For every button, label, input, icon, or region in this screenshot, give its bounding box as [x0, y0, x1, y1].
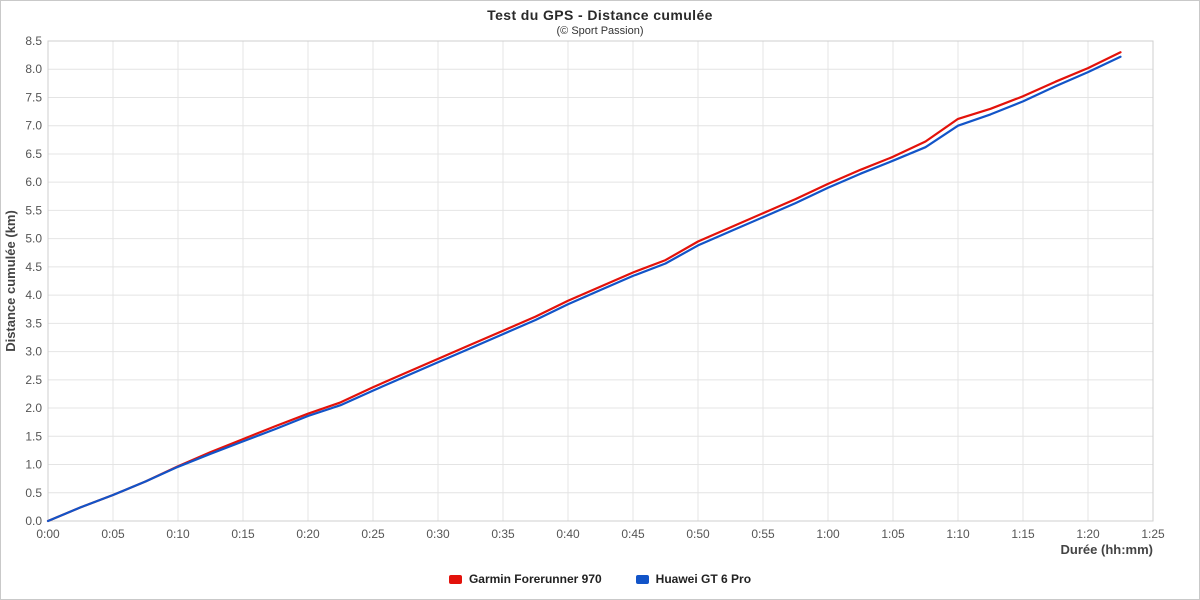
y-tick-label: 5.0 [25, 232, 42, 246]
x-tick-label: 0:20 [296, 527, 320, 541]
axis-tick-labels: 0:00 0:05 0:10 0:15 0:20 0:25 0:30 0:35 0:40 0:45… [25, 34, 1165, 541]
x-tick-label: 1:20 [1076, 527, 1100, 541]
y-tick-label: 4.5 [25, 260, 42, 274]
x-tick-label: 0:00 [36, 527, 60, 541]
y-tick-label: 1.5 [25, 429, 42, 443]
y-tick-label: 7.5 [25, 90, 42, 104]
x-tick-label: 0:55 [751, 527, 775, 541]
y-tick-label: 6.5 [25, 147, 42, 161]
y-tick-label: 4.0 [25, 288, 42, 302]
series-layer [46, 51, 1122, 523]
y-tick-label: 2.5 [25, 373, 42, 387]
y-tick-label: 6.0 [25, 175, 42, 189]
y-tick-label: 3.5 [25, 316, 42, 330]
y-tick-label: 0.5 [25, 486, 42, 500]
grid-layer [47, 40, 1154, 522]
x-tick-label: 0:45 [621, 527, 645, 541]
y-tick-label: 7.0 [25, 119, 42, 133]
x-tick-label: 0:30 [426, 527, 450, 541]
x-tick-label: 0:05 [101, 527, 125, 541]
x-axis-label: Durée (hh:mm) [1061, 542, 1153, 557]
series-line-0 [46, 51, 1122, 523]
y-tick-label: 0.0 [25, 514, 42, 528]
x-tick-label: 0:25 [361, 527, 385, 541]
x-tick-label: 0:10 [166, 527, 190, 541]
x-tick-label: 1:25 [1141, 527, 1165, 541]
y-tick-label: 8.5 [25, 34, 42, 48]
x-tick-label: 0:15 [231, 527, 255, 541]
x-tick-label: 1:05 [881, 527, 905, 541]
x-tick-label: 0:35 [491, 527, 515, 541]
y-tick-label: 1.0 [25, 458, 42, 472]
y-tick-label: 3.0 [25, 345, 42, 359]
series-line-1 [46, 55, 1122, 523]
plot-border [47, 40, 1154, 522]
x-tick-label: 0:50 [686, 527, 710, 541]
y-tick-label: 2.0 [25, 401, 42, 415]
y-tick-label: 8.0 [25, 62, 42, 76]
x-tick-label: 1:15 [1011, 527, 1035, 541]
x-tick-label: 1:00 [816, 527, 840, 541]
x-tick-label: 0:40 [556, 527, 580, 541]
y-tick-label: 5.5 [25, 203, 42, 217]
y-axis-label: Distance cumulée (km) [3, 210, 18, 352]
x-tick-label: 1:10 [946, 527, 970, 541]
